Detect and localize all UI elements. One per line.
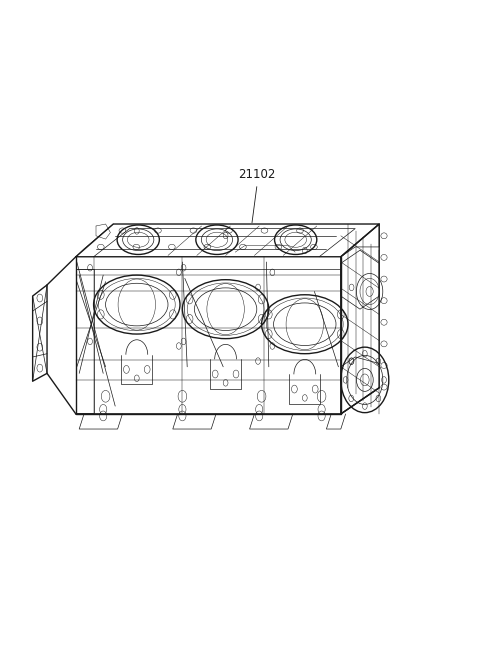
Text: 21102: 21102 — [238, 168, 276, 181]
